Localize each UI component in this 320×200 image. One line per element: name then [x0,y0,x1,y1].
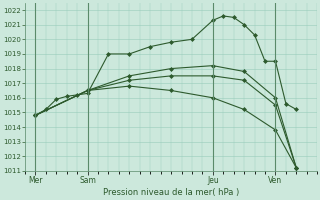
X-axis label: Pression niveau de la mer( hPa ): Pression niveau de la mer( hPa ) [103,188,239,197]
